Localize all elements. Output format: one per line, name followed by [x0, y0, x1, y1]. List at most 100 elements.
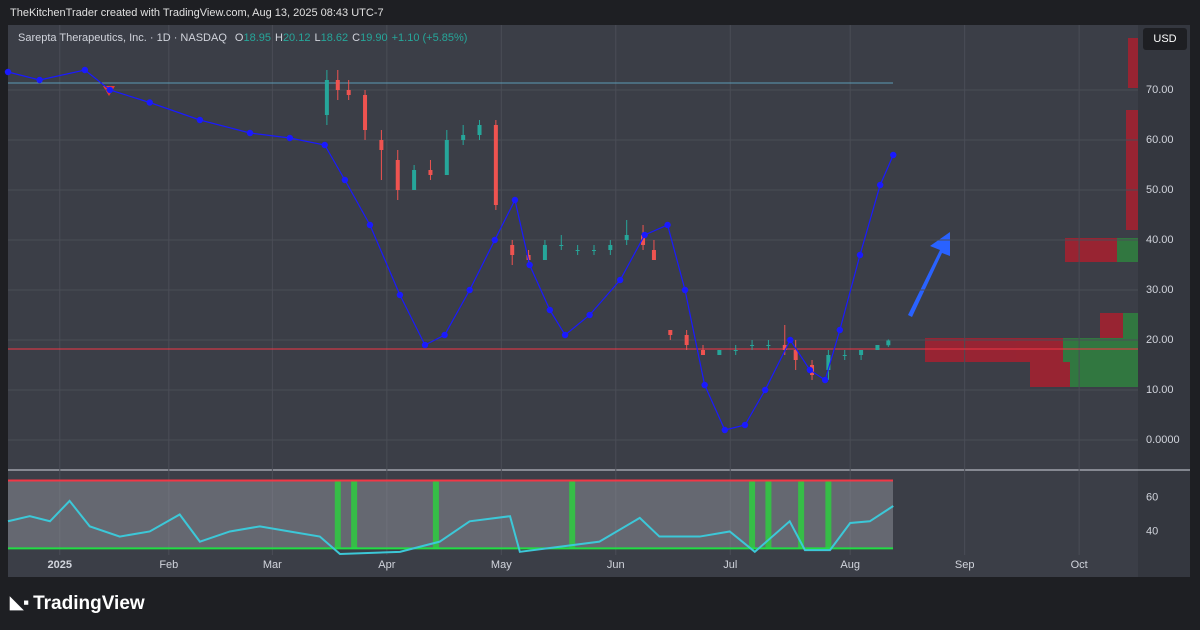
overlay-dot	[526, 261, 533, 269]
candle-body	[717, 350, 722, 355]
chart-panel	[8, 25, 1190, 577]
overlay-dot	[4, 68, 12, 76]
candle-body	[461, 135, 466, 140]
legend-label: L	[314, 32, 320, 44]
candle-body	[826, 355, 831, 370]
candle-body	[641, 235, 646, 245]
overlay-dot	[890, 151, 897, 159]
overlay-dot	[546, 306, 554, 314]
candle-body	[395, 160, 400, 190]
y-tick-label: 20.00	[1146, 334, 1174, 346]
overlay-line	[7, 69, 894, 431]
overlay-dot	[341, 176, 349, 184]
signal-column	[569, 480, 576, 549]
x-tick-label: Feb	[159, 559, 178, 571]
overlay-dot	[821, 376, 829, 384]
signal-column	[432, 480, 439, 549]
candle-body	[510, 245, 515, 255]
legend-label: H	[275, 32, 283, 44]
signal-column	[825, 480, 832, 549]
y-tick-label: 60.00	[1146, 134, 1174, 146]
y-tick-label: 40.00	[1146, 234, 1174, 246]
overlay-dot	[876, 181, 884, 189]
candle-body	[782, 345, 787, 350]
overlay-dot	[641, 231, 648, 239]
overlay-dot	[146, 99, 153, 106]
overlay-dot	[761, 386, 769, 394]
overlay-dot	[286, 134, 294, 142]
x-tick-label: Aug	[840, 559, 860, 571]
overlay-dot	[441, 331, 448, 339]
band-fill	[8, 480, 893, 549]
x-tick-label: 2025	[48, 559, 72, 571]
signal-column	[765, 480, 772, 549]
x-tick-label: Mar	[263, 559, 282, 571]
overlay-dot	[246, 129, 254, 137]
x-tick-label: Jun	[607, 559, 625, 571]
candle-body	[701, 350, 706, 355]
annotation-arrow	[908, 232, 950, 317]
candle-body	[886, 340, 891, 346]
overlay-dot	[366, 221, 374, 229]
candle-body	[793, 350, 798, 360]
y-tick-label: 10.00	[1146, 384, 1174, 396]
overlay-dot	[586, 311, 593, 319]
candle-body	[733, 350, 738, 351]
overlay-dot	[396, 291, 404, 299]
price-axis	[1138, 25, 1190, 577]
x-tick-label: Oct	[1071, 559, 1088, 571]
candle-body	[608, 245, 613, 250]
legend-value: 18.62	[321, 32, 349, 44]
currency-button[interactable]	[1143, 28, 1187, 50]
overlay-dot	[466, 286, 473, 294]
overlay-dot	[787, 336, 794, 344]
candle-body	[363, 95, 368, 130]
symbol: Sarepta Therapeutics, Inc. · 1D · NASDAQ	[18, 32, 227, 44]
y-tick-label: 50.00	[1146, 184, 1174, 196]
signal-column	[334, 480, 341, 549]
candle-body	[750, 345, 755, 346]
overlay-dot	[741, 421, 749, 429]
candle-body	[684, 335, 689, 345]
overlay-dot	[196, 116, 204, 124]
candle-body	[346, 90, 351, 95]
brand-name: TradingView	[33, 593, 145, 614]
candle-body	[591, 250, 596, 251]
legend: Sarepta Therapeutics, Inc. · 1D · NASDAQ…	[18, 32, 467, 44]
brand-logo: ◣▪	[9, 593, 29, 612]
overlay-dot	[664, 221, 671, 229]
candle-body	[842, 355, 847, 356]
overlay-dot	[106, 86, 114, 94]
candle-body	[651, 250, 656, 260]
overlay-dot	[806, 366, 814, 374]
candle-body	[668, 330, 673, 335]
oscillator-line	[7, 499, 894, 556]
candle-body	[412, 170, 417, 190]
y-tick-label: 70.00	[1146, 84, 1174, 96]
candle-body	[477, 125, 482, 135]
overlay-dot	[36, 76, 43, 84]
brand: ◣▪ TradingView	[9, 593, 145, 614]
legend-value: 18.95	[243, 32, 271, 44]
candle-body	[335, 80, 340, 90]
candle-body	[624, 235, 629, 240]
overlay-dot	[721, 426, 729, 434]
y-tick-label: 30.00	[1146, 284, 1174, 296]
signal-column	[749, 480, 756, 549]
candle-body	[766, 345, 771, 346]
candle-body	[493, 125, 498, 205]
candle-body	[324, 80, 329, 115]
change: +1.10 (+5.85%)	[392, 32, 468, 44]
candle-body	[875, 345, 880, 350]
volume-profile	[925, 38, 1138, 387]
y-tick-label: 60	[1146, 491, 1158, 503]
candle-body	[859, 350, 864, 355]
overlay-dot	[321, 141, 328, 149]
y-tick-label: 40	[1146, 525, 1158, 537]
legend-value: 19.90	[360, 32, 388, 44]
overlay-dot	[836, 326, 844, 334]
x-tick-label: Jul	[723, 559, 737, 571]
currency[interactable]: USD	[1153, 33, 1176, 45]
